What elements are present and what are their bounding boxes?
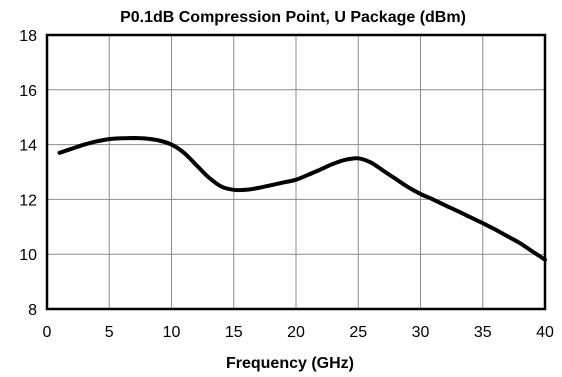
x-tick-label: 40 (536, 324, 554, 341)
x-tick-label: 10 (163, 324, 181, 341)
x-tick-label: 35 (474, 324, 492, 341)
y-tick-label: 16 (19, 83, 37, 100)
x-tick-label: 20 (287, 324, 305, 341)
x-tick-label: 5 (105, 324, 114, 341)
tick-labels: 0 5 10 15 20 25 30 35 40 8 10 12 14 16 18 (19, 28, 554, 341)
y-tick-label: 12 (19, 192, 37, 209)
y-tick-label: 18 (19, 28, 37, 45)
y-tick-label: 10 (19, 247, 37, 264)
gridlines (47, 35, 545, 309)
y-tick-label: 14 (19, 138, 37, 155)
x-axis-label: Frequency (GHz) (226, 355, 354, 372)
series-line (57, 136, 547, 262)
y-tick-label: 8 (28, 302, 37, 319)
chart-title: P0.1dB Compression Point, U Package (dBm… (120, 9, 466, 26)
plot-frame (45, 33, 547, 311)
x-tick-label: 25 (349, 324, 367, 341)
x-tick-label: 30 (412, 324, 430, 341)
x-tick-label: 15 (225, 324, 243, 341)
x-tick-label: 0 (43, 324, 52, 341)
